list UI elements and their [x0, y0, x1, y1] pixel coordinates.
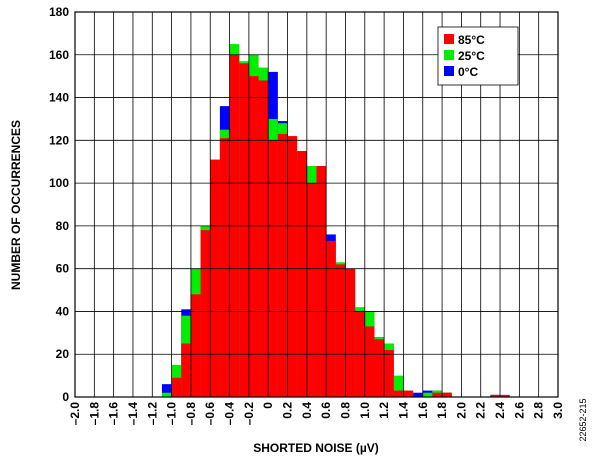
bar: [171, 377, 182, 397]
bar: [306, 183, 317, 397]
bar: [384, 349, 394, 397]
legend-label: 85°C: [458, 33, 485, 47]
x-tick-label: 1.8: [435, 402, 449, 419]
bar: [239, 63, 249, 397]
bar: [432, 392, 443, 397]
bar: [413, 392, 423, 397]
plot-frame: [74, 11, 559, 398]
bar: [442, 392, 452, 397]
y-tick-label: 40: [56, 304, 70, 318]
x-tick-label: 1.0: [358, 402, 372, 419]
bar: [297, 151, 307, 397]
bar: [219, 138, 230, 397]
x-tick-label: –1.8: [87, 402, 101, 426]
x-tick-label: 0.4: [300, 402, 314, 419]
x-tick-label: –1.6: [107, 402, 121, 426]
x-tick-label: 0.2: [281, 402, 295, 419]
y-tick-label: 160: [49, 48, 69, 62]
x-tick-label: 2.4: [493, 402, 507, 419]
x-axis-title: SHORTED NOISE (µV): [253, 441, 379, 455]
bar: [335, 264, 346, 397]
x-tick-label: –1.2: [145, 402, 159, 426]
x-tick-label: 2.2: [474, 402, 488, 419]
y-tick-label: 120: [49, 133, 69, 147]
bar: [200, 230, 211, 397]
bar: [490, 394, 501, 397]
bar: [161, 384, 172, 397]
x-tick-label: 0.8: [338, 402, 352, 419]
bar: [258, 80, 269, 397]
legend-swatch: [444, 34, 454, 44]
bar: [210, 159, 220, 397]
bar: [422, 392, 433, 397]
bar: [374, 339, 385, 397]
x-tick-label: –0.4: [223, 402, 237, 426]
x-tick-label: –0.2: [242, 402, 256, 426]
legend-swatch: [444, 66, 454, 76]
y-tick-label: 0: [62, 390, 69, 404]
bar: [161, 392, 172, 397]
legend-swatch: [444, 50, 454, 60]
x-tick-label: 1.6: [416, 402, 430, 419]
bar: [181, 343, 191, 397]
bar: [403, 390, 414, 397]
y-axis-title: NUMBER OF OCCURRENCES: [9, 120, 23, 290]
legend-label: 25°C: [458, 49, 485, 63]
bar: [316, 166, 327, 397]
x-tick-label: 2.0: [454, 402, 468, 419]
bar: [190, 294, 201, 397]
x-tick-label: –0.8: [184, 402, 198, 426]
bar: [277, 133, 288, 397]
figure-id: 22652-215: [578, 398, 588, 441]
bar: [345, 268, 356, 397]
x-tick-label: 2.6: [512, 402, 526, 419]
bar: [364, 326, 375, 397]
x-tick-label: 3.0: [551, 402, 565, 419]
y-tick-label: 100: [49, 176, 69, 190]
x-tick-label: 2.8: [532, 402, 546, 419]
x-tick-label: 1.2: [377, 402, 391, 419]
x-tick-label: –1.0: [165, 402, 179, 426]
legend-label: 0°C: [458, 65, 478, 79]
bar: [500, 394, 510, 397]
y-tick-label: 180: [49, 5, 69, 19]
y-tick-label: 80: [56, 219, 70, 233]
x-tick-label: 0: [261, 402, 275, 409]
bar: [248, 76, 259, 398]
x-tick-label: –2.0: [68, 402, 82, 426]
bar: [393, 375, 404, 397]
x-tick-label: 0.6: [319, 402, 333, 419]
bar: [326, 240, 336, 397]
bar: [393, 390, 404, 397]
y-tick-label: 140: [49, 91, 69, 105]
x-tick-label: –1.4: [126, 402, 140, 426]
y-tick-label: 20: [56, 347, 70, 361]
x-tick-label: 1.4: [396, 402, 410, 419]
x-tick-label: –0.6: [203, 402, 217, 426]
bar: [287, 136, 298, 398]
y-tick-label: 60: [56, 262, 70, 276]
